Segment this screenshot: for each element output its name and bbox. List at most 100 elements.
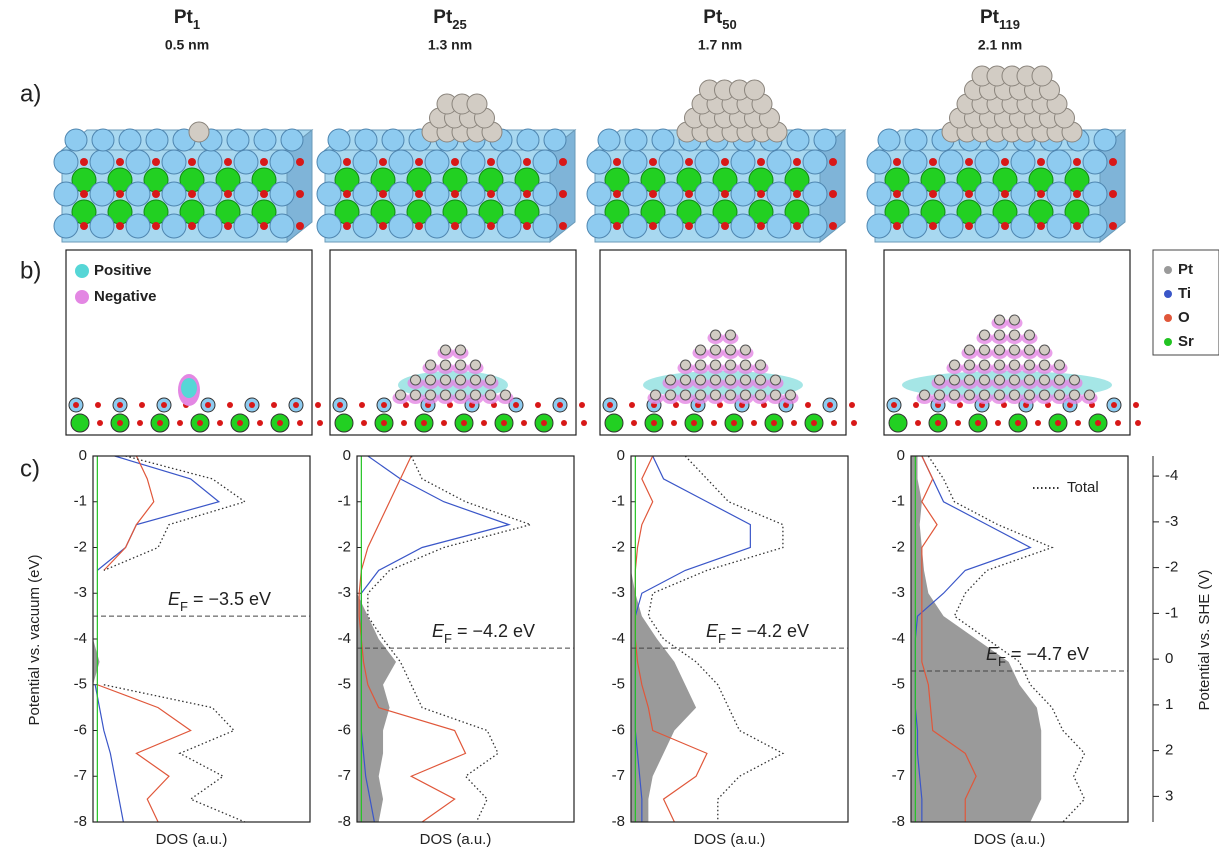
o-atom	[893, 158, 901, 166]
o-atom	[95, 402, 101, 408]
ti-atom	[544, 129, 566, 151]
ti-atom	[198, 150, 222, 174]
title-text: Pt	[174, 7, 194, 28]
pt-atom	[1025, 360, 1035, 370]
o-atom	[1015, 420, 1021, 426]
ti-atom	[146, 129, 168, 151]
pt-atom	[426, 360, 436, 370]
ti-atom	[497, 182, 521, 206]
ti-atom	[975, 182, 999, 206]
ti-atom	[317, 214, 341, 238]
plot-frame	[93, 456, 310, 822]
fermi-subscript: F	[444, 631, 452, 646]
o-atom	[205, 402, 211, 408]
legend-label: Sr	[1178, 333, 1194, 350]
pt-atom	[471, 360, 481, 370]
pt-atom	[1040, 345, 1050, 355]
o-atom	[685, 222, 693, 230]
y-tick-label: -3	[892, 584, 905, 601]
ti-atom	[54, 150, 78, 174]
pt-atom	[1055, 375, 1065, 385]
title-text: Pt	[980, 7, 1000, 28]
pt-atom	[965, 375, 975, 385]
o-atom	[685, 190, 693, 198]
o-atom	[188, 190, 196, 198]
o-atom	[224, 190, 232, 198]
o-atom	[379, 190, 387, 198]
ti-atom	[126, 182, 150, 206]
pt-atom	[741, 375, 751, 385]
y2-tick-label: -2	[1165, 559, 1178, 576]
y-tick-label: -5	[74, 676, 87, 693]
o-atom	[557, 402, 563, 408]
y-tick-label: -2	[892, 538, 905, 555]
o-atom	[1001, 158, 1009, 166]
o-atom	[381, 402, 387, 408]
ti-atom	[461, 182, 485, 206]
ti-atom	[1011, 214, 1035, 238]
y-tick-label: -1	[338, 493, 351, 510]
o-atom	[631, 420, 637, 426]
ti-atom	[659, 214, 683, 238]
o-atom	[137, 420, 143, 426]
o-atom	[296, 190, 304, 198]
y-tick-label: -7	[612, 767, 625, 784]
o-atom	[793, 190, 801, 198]
sr-atom	[889, 414, 907, 432]
y-tick-label: -7	[892, 767, 905, 784]
pt-atom	[696, 360, 706, 370]
ti-atom	[878, 129, 900, 151]
pt-atom	[696, 390, 706, 400]
y2-tick-label: 2	[1165, 742, 1173, 759]
o-atom	[481, 420, 487, 426]
pt-atom	[950, 360, 960, 370]
fermi-label: EF = −4.7 eV	[986, 644, 1089, 669]
o-atom	[613, 158, 621, 166]
pt-atom	[980, 390, 990, 400]
ti-atom	[382, 129, 404, 151]
ti-atom	[533, 182, 557, 206]
legend-dot	[1164, 338, 1172, 346]
o-atom	[401, 420, 407, 426]
o-atom	[1001, 190, 1009, 198]
pt-atom	[1010, 375, 1020, 385]
fermi-value: = −4.2 eV	[452, 621, 535, 641]
ti-atom	[867, 182, 891, 206]
o-atom	[343, 158, 351, 166]
fermi-subscript: F	[718, 631, 726, 646]
o-atom	[721, 190, 729, 198]
pt-atom	[995, 330, 1005, 340]
panel-label: b)	[20, 257, 41, 284]
pt-atom	[711, 390, 721, 400]
o-atom	[649, 158, 657, 166]
pt-atom	[771, 390, 781, 400]
o-atom	[188, 222, 196, 230]
ti-atom	[198, 214, 222, 238]
ti-atom	[975, 214, 999, 238]
fermi-subscript: F	[998, 654, 1006, 669]
ti-atom	[1094, 129, 1116, 151]
o-atom	[995, 420, 1001, 426]
y-tick-label: -4	[892, 630, 905, 647]
column-title: Pt119	[980, 7, 1020, 32]
y-tick-label: -6	[338, 721, 351, 738]
ti-atom	[234, 214, 258, 238]
o-atom	[1001, 222, 1009, 230]
o-atom	[152, 222, 160, 230]
pt-atom	[471, 390, 481, 400]
pt-atom	[726, 375, 736, 385]
pt-atom	[486, 375, 496, 385]
pt-atom	[711, 345, 721, 355]
o-atom	[343, 222, 351, 230]
column-subtitle: 1.7 nm	[698, 37, 742, 53]
o-atom	[217, 420, 223, 426]
o-atom	[1111, 402, 1117, 408]
legend-label: Negative	[94, 288, 157, 305]
o-atom	[541, 420, 547, 426]
o-atom	[849, 402, 855, 408]
ti-atom	[389, 150, 413, 174]
pt-atom	[441, 390, 451, 400]
ti-atom	[803, 150, 827, 174]
o-atom	[929, 222, 937, 230]
pt-atom	[950, 375, 960, 385]
